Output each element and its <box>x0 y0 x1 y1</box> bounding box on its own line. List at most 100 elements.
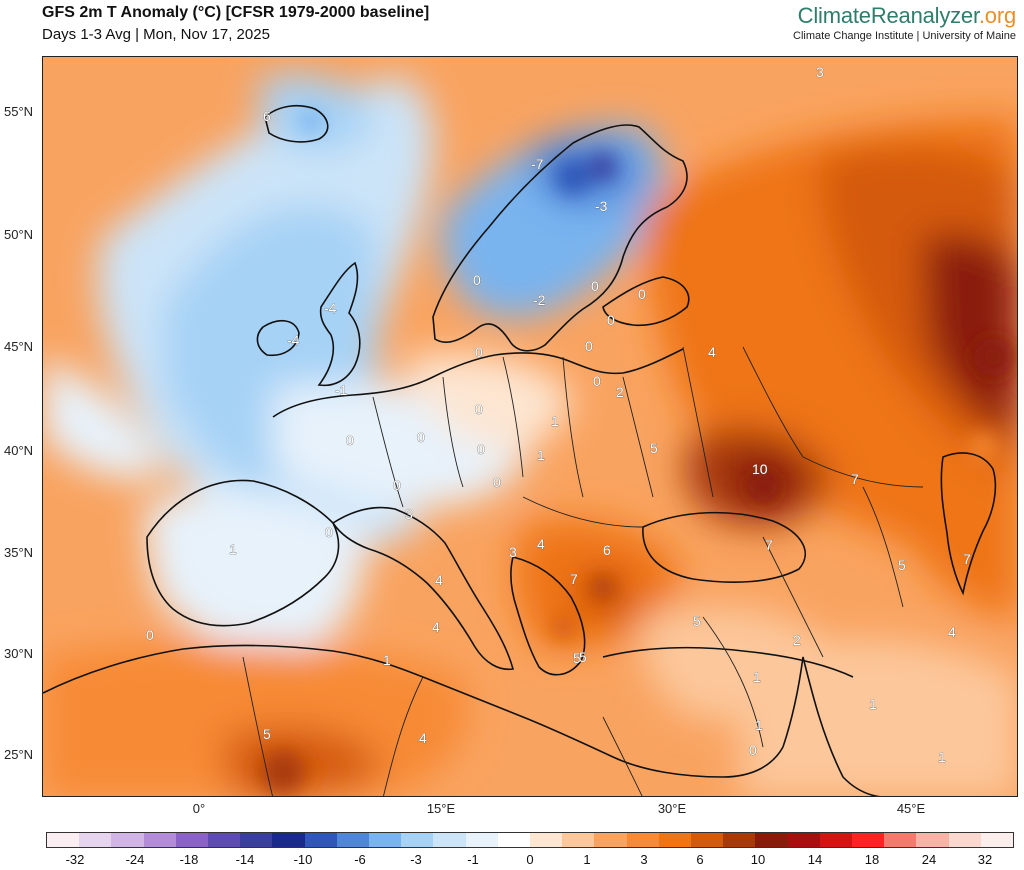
colorbar-swatch <box>433 833 466 847</box>
contour-label: 3 <box>405 506 413 522</box>
colorbar <box>46 832 1014 848</box>
colorbar-swatch <box>819 833 853 847</box>
colorbar-swatch <box>143 833 176 847</box>
lat-label-35n: 35°N <box>4 545 34 560</box>
contour-label: 4 <box>948 624 956 640</box>
contour-label: 0 <box>607 312 615 328</box>
colorbar-swatch <box>916 833 949 847</box>
contour-label: -7 <box>531 156 544 172</box>
coast-balkans <box>510 556 586 676</box>
colorbar-tick: -10 <box>293 852 313 867</box>
contour-label: -3 <box>595 198 608 214</box>
contour-label: 4 <box>435 572 443 588</box>
colorbar-swatch <box>530 833 563 847</box>
colorbar-swatch <box>465 833 498 847</box>
contour-label: 1 <box>755 717 763 733</box>
coast-levant <box>782 656 881 796</box>
coast-iberia <box>146 479 340 627</box>
contour-label: 7 <box>570 571 578 587</box>
contour-label: -2 <box>533 292 546 308</box>
contour-label: 0 <box>475 344 483 360</box>
brand-logo[interactable]: ClimateReanalyzer.org <box>797 3 1017 29</box>
colorbar-swatch <box>240 833 273 847</box>
contour-label: 4 <box>537 536 545 552</box>
coast-iceland <box>264 104 329 143</box>
colorbar-swatch <box>723 833 756 847</box>
colorbar-swatch <box>691 833 724 847</box>
colorbar-tick: 18 <box>864 852 880 867</box>
brand-text-org: .org <box>978 3 1016 28</box>
colorbar-tick: -1 <box>467 852 479 867</box>
contour-label: 0 <box>325 524 333 540</box>
contour-label: 5 <box>579 649 587 665</box>
contour-label: 3 <box>816 64 824 80</box>
contour-label: 4 <box>708 344 716 360</box>
coast-italy <box>331 506 515 671</box>
country-borders <box>242 346 924 796</box>
map-subtitle: Days 1-3 Avg | Mon, Nov 17, 2025 <box>42 26 270 43</box>
lat-label-45n: 45°N <box>4 339 34 354</box>
contour-label: 1 <box>938 749 946 765</box>
coast-great-britain <box>317 261 361 387</box>
contour-label: 6 <box>603 542 611 558</box>
colorbar-swatch <box>336 833 370 847</box>
colorbar-tick: 10 <box>750 852 766 867</box>
contour-label: 0 <box>473 272 481 288</box>
contour-label: 4 <box>419 730 427 746</box>
contour-label: 3 <box>509 544 517 560</box>
colorbar-swatch <box>852 833 885 847</box>
coast-finland <box>602 276 690 327</box>
contour-label: 1 <box>869 696 877 712</box>
contour-label: 7 <box>765 537 773 553</box>
colorbar-swatch <box>562 833 595 847</box>
coast-scandinavia <box>432 124 688 352</box>
contour-label: 7 <box>851 471 859 487</box>
brand-text-reanalyzer: Reanalyzer <box>870 3 979 28</box>
contour-label: 10 <box>752 461 768 477</box>
coast-north-africa <box>43 644 784 778</box>
colorbar-swatch <box>304 833 337 847</box>
contour-label: 2 <box>616 384 624 400</box>
brand-text-climate: Climate <box>797 3 871 28</box>
map-canvas: 6 -7 -3 -4 -4 -1 0 -2 0 0 0 0 0 0 0 0 1 … <box>43 57 1017 796</box>
contour-label: 5 <box>898 557 906 573</box>
coast-turkey <box>602 646 854 678</box>
colorbar-swatch <box>47 833 80 847</box>
contour-label: 2 <box>793 632 801 648</box>
colorbar-swatch <box>594 833 627 847</box>
contour-labels: 6 -7 -3 -4 -4 -1 0 -2 0 0 0 0 0 0 0 0 1 … <box>146 64 972 766</box>
colorbar-swatch <box>111 833 144 847</box>
colorbar-tick: -6 <box>354 852 366 867</box>
contour-label: 0 <box>393 477 401 493</box>
contour-label: 5 <box>263 726 271 742</box>
contour-label: 0 <box>591 278 599 294</box>
anomaly-detail <box>261 109 1013 794</box>
contour-label: 0 <box>638 286 646 302</box>
contour-label: 0 <box>585 338 593 354</box>
colorbar-tick: 24 <box>921 852 937 867</box>
colorbar-tick: -24 <box>125 852 145 867</box>
lon-label-30e: 30°E <box>657 801 687 816</box>
contour-label: -4 <box>287 332 300 348</box>
colorbar-swatch <box>787 833 820 847</box>
contour-label: 4 <box>432 619 440 635</box>
brand-subtitle: Climate Change Institute | University of… <box>793 30 1016 42</box>
contour-label: 0 <box>346 432 354 448</box>
colorbar-swatch <box>272 833 305 847</box>
contour-label: 0 <box>749 742 757 758</box>
colorbar-tick: 3 <box>640 852 648 867</box>
contour-label: 5 <box>693 613 701 629</box>
anomaly-map[interactable]: 6 -7 -3 -4 -4 -1 0 -2 0 0 0 0 0 0 0 0 1 … <box>42 56 1018 797</box>
coast-caspian <box>940 452 997 596</box>
lat-label-40n: 40°N <box>4 443 34 458</box>
coastlines <box>43 104 997 796</box>
contour-label: 1 <box>537 447 545 463</box>
map-title: GFS 2m T Anomaly (°C) [CFSR 1979-2000 ba… <box>42 4 430 21</box>
colorbar-tick: -32 <box>65 852 85 867</box>
colorbar-tick: -14 <box>235 852 255 867</box>
contour-label: 1 <box>551 413 559 429</box>
colorbar-swatch <box>658 833 692 847</box>
contour-label: 5 <box>650 440 658 456</box>
contour-label: 0 <box>477 441 485 457</box>
colorbar-tick: 1 <box>583 852 591 867</box>
